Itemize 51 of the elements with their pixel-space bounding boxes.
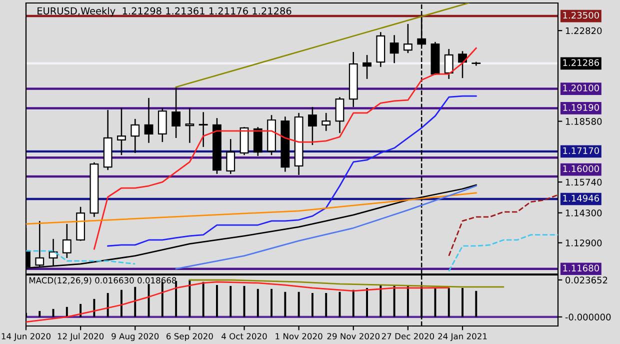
x-tick-label: 4 Oct 2020 [222, 333, 267, 340]
x-tick-label: 6 Sep 2020 [166, 333, 213, 342]
ref-line-label: 1.19190 [563, 104, 599, 111]
line-series [107, 95, 477, 247]
ref-line-label: 1.16000 [563, 165, 599, 172]
ref-line-label: 1.11680 [563, 264, 599, 272]
y-tick-label: 1.22820 [566, 27, 602, 34]
annotation: MACD(12,26,9) 0.016630 0.018668 [29, 277, 176, 284]
candlestick [226, 138, 236, 175]
x-tick-label: 27 Dec 2020 [382, 333, 434, 340]
x-tick-label: 9 Aug 2020 [112, 333, 159, 342]
candlestick [158, 107, 167, 143]
candlestick [172, 86, 181, 139]
chart-title: EURUSD,Weekly 1.21298 1.21361 1.21176 1.21286 [38, 7, 292, 16]
ref-line-label: 1.14946 [563, 194, 600, 202]
candlestick [322, 112, 331, 132]
y-tick-label: 0.023652 [566, 276, 608, 284]
y-tick-label: 1.18580 [566, 118, 602, 125]
candlestick [117, 107, 126, 156]
candlestick [62, 223, 72, 259]
x-tick-label: 1 Nov 2020 [276, 333, 322, 340]
line-series [448, 194, 558, 257]
candlestick [130, 118, 140, 154]
x-tick-label: 14 Jun 2020 [2, 333, 51, 341]
candlestick [390, 34, 399, 64]
x-tick-label: 24 Jan 2021 [438, 333, 487, 341]
x-tick-label: 29 Nov 2020 [327, 333, 380, 340]
candlestick [144, 97, 154, 144]
y-tick-label: 1.15740 [566, 178, 602, 186]
candlestick [403, 23, 412, 54]
x-tick-label: 12 Jul 2020 [58, 332, 104, 341]
line-series [448, 234, 558, 272]
line-series [188, 279, 504, 288]
candlestick [308, 106, 317, 146]
candlestick [362, 54, 372, 80]
y-tick-label: -0.000000 [565, 314, 611, 320]
ref-line-label: 1.21286 [563, 59, 600, 66]
candlestick [458, 50, 467, 79]
ref-line-label: 1.23500 [563, 12, 599, 19]
candlestick [253, 126, 262, 157]
y-tick-label: 1.12900 [566, 240, 602, 246]
line-series [26, 192, 477, 225]
line-series [94, 47, 477, 250]
ref-line-label: 1.20100 [563, 84, 599, 92]
ref-line-label: 1.17170 [563, 147, 599, 154]
candlestick [198, 111, 208, 148]
candlestick [444, 48, 454, 80]
line-series [175, 185, 477, 270]
candlestick [335, 96, 344, 134]
candlestick [185, 107, 194, 144]
y-tick-label: 1.14300 [566, 210, 602, 216]
